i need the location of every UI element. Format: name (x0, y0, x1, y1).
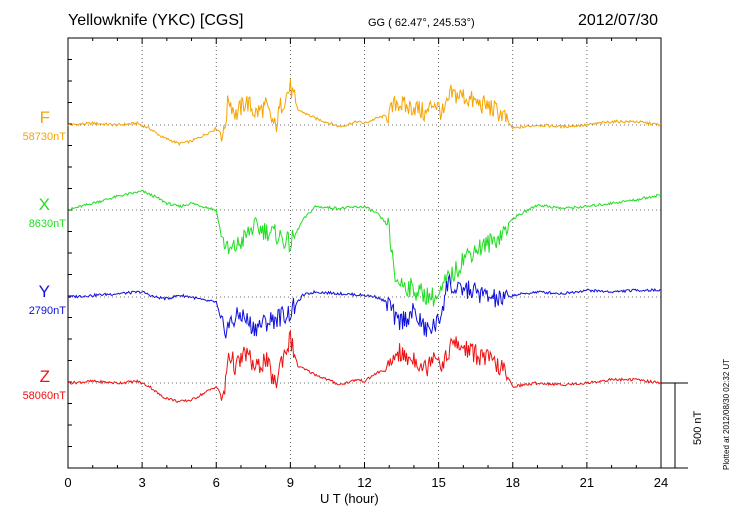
x-tick-label: 9 (287, 475, 294, 490)
series-line-f (67, 78, 662, 147)
geographic-coordinates: GG ( 62.47°, 245.53°) (368, 17, 475, 29)
x-tick-label: 0 (64, 475, 71, 490)
plotted-timestamp: Plotted at 2012/08/30 02:32 UT (722, 358, 730, 470)
x-tick-label: 24 (654, 475, 668, 490)
x-tick-label: 3 (139, 475, 146, 490)
component-z-baseline: 58060nT (22, 390, 66, 402)
x-tick-label: 6 (213, 475, 220, 490)
component-x-letter: X (38, 195, 50, 214)
scale-bar (661, 382, 688, 469)
x-tick-label: 18 (506, 475, 520, 490)
scale-bar-label: 500 nT (692, 410, 704, 445)
series-line-y (67, 273, 662, 339)
x-tick-label: 15 (431, 475, 445, 490)
component-f-letter: F (39, 108, 50, 127)
series-line-x (67, 189, 662, 307)
x-tick-label: 21 (580, 475, 594, 490)
component-y-baseline: 2790nT (28, 305, 66, 317)
x-axis-label: U T (hour) (320, 491, 379, 506)
series-line-z (67, 329, 662, 403)
grid-lines (68, 38, 661, 468)
date-label: 2012/07/30 (578, 12, 659, 29)
series-lines (67, 78, 662, 403)
station-title: Yellowknife (YKC) [CGS] (68, 12, 244, 29)
x-tick-label: 12 (357, 475, 371, 490)
component-z-letter: Z (39, 367, 50, 386)
x-axis-ticks: 0 3 6 9 12 15 18 21 24 (64, 37, 668, 490)
component-x-baseline: 8630nT (28, 218, 66, 230)
component-y-letter: Y (38, 282, 50, 301)
component-f-baseline: 58730nT (22, 131, 66, 143)
